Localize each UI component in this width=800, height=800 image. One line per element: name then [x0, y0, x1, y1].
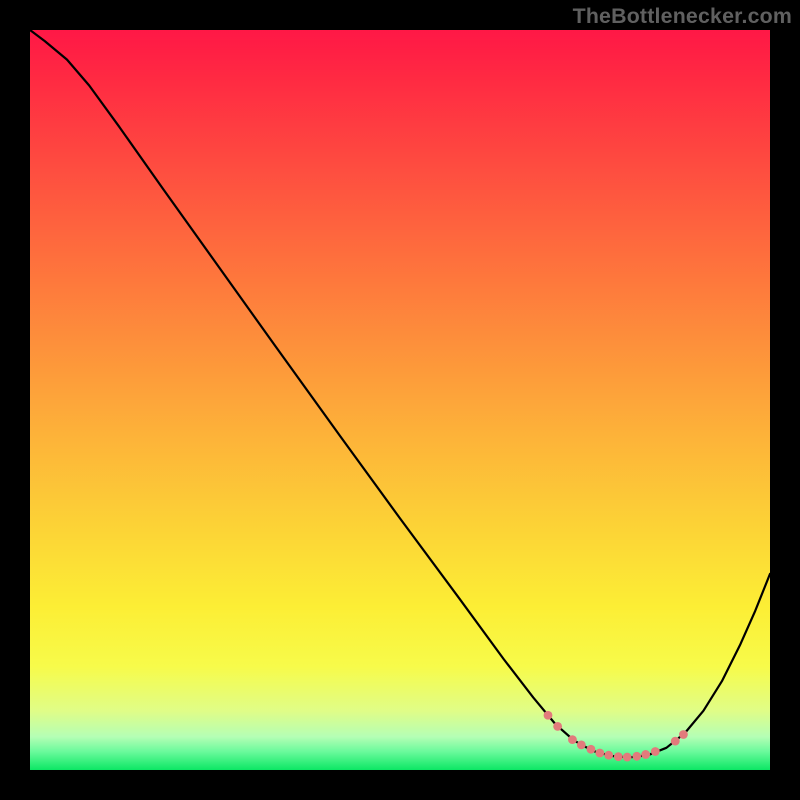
valley-dots-group	[544, 711, 688, 762]
bottleneck-curve	[30, 30, 770, 757]
valley-dot	[623, 753, 632, 762]
valley-dot	[651, 747, 660, 756]
valley-dot	[595, 749, 604, 758]
figure-root: TheBottlenecker.com	[0, 0, 800, 800]
valley-dot	[614, 752, 623, 761]
valley-dot	[641, 750, 650, 759]
valley-dot	[587, 745, 596, 754]
valley-dot	[544, 711, 553, 720]
valley-dot	[632, 752, 641, 761]
chart-overlay	[30, 30, 770, 770]
valley-dot	[679, 730, 688, 739]
watermark-text: TheBottlenecker.com	[573, 4, 792, 29]
valley-dot	[553, 722, 562, 731]
valley-dot	[577, 740, 586, 749]
valley-dot	[568, 735, 577, 744]
valley-dot	[671, 737, 680, 746]
plot-area	[30, 30, 770, 770]
valley-dot	[604, 751, 613, 760]
